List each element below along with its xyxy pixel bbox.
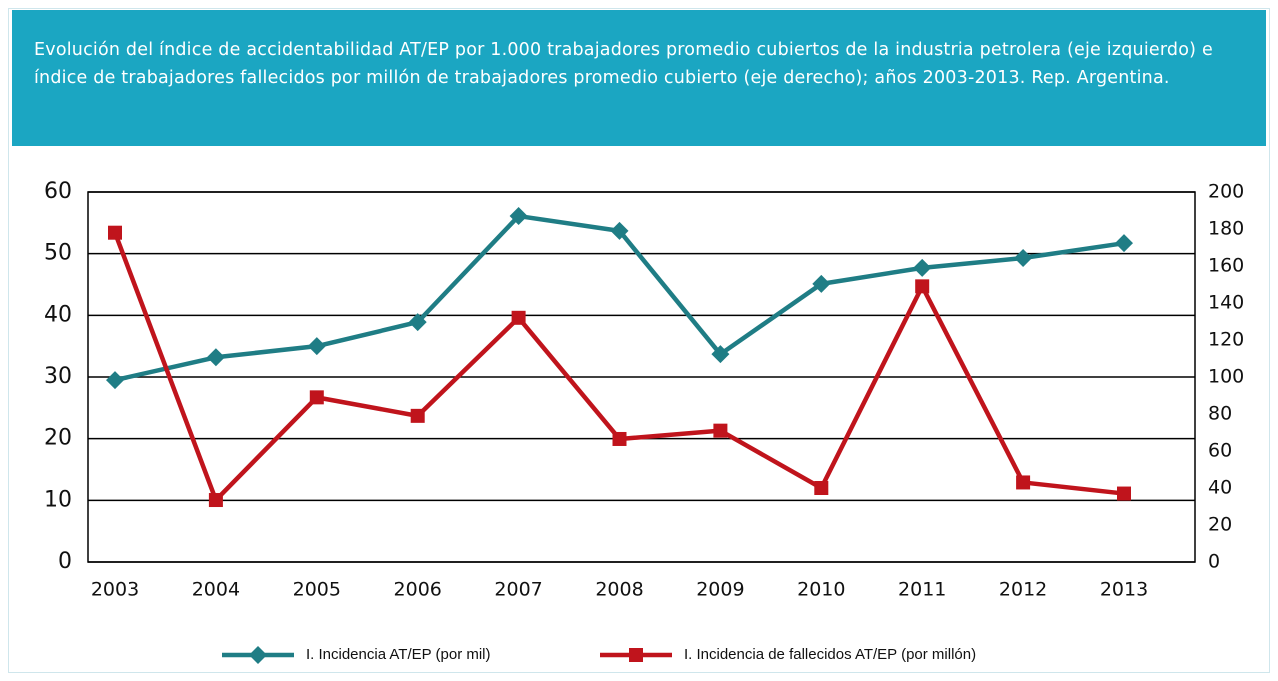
x-tick-label: 2012 — [999, 579, 1047, 601]
y-tick-label: 30 — [44, 364, 72, 389]
marker — [1115, 234, 1133, 253]
legend-label: I. Incidencia de fallecidos AT/EP (por m… — [684, 646, 976, 663]
frame — [8, 8, 1270, 673]
marker — [915, 279, 930, 294]
y2-tick-label: 0 — [1208, 551, 1220, 573]
marker — [108, 225, 122, 240]
x-tick-label: 2011 — [898, 579, 946, 601]
marker — [408, 313, 427, 332]
marker — [913, 258, 932, 277]
marker — [713, 423, 728, 438]
marker — [1016, 475, 1031, 490]
series-line — [114, 213, 1125, 383]
x-tick-label: 2013 — [1100, 579, 1148, 601]
x-tick-label: 2005 — [293, 579, 341, 601]
series-line — [112, 231, 1125, 503]
y2-tick-label: 140 — [1208, 292, 1244, 314]
marker — [410, 408, 425, 423]
legend-marker — [629, 648, 643, 662]
marker — [814, 481, 829, 495]
x-tick-label: 2006 — [394, 579, 442, 601]
legend-marker — [249, 646, 267, 664]
marker — [1014, 248, 1033, 267]
y2-tick-label: 60 — [1208, 440, 1232, 462]
y2-tick-label: 100 — [1208, 366, 1244, 388]
x-tick-label: 2010 — [797, 579, 845, 601]
marker — [711, 345, 730, 364]
marker — [612, 431, 627, 446]
header: Evolución del índice de accidentabilidad… — [12, 10, 1266, 146]
y-tick-label: 40 — [44, 302, 72, 327]
y2-tick-label: 40 — [1208, 477, 1232, 499]
marker — [106, 371, 124, 390]
y2-tick-label: 80 — [1208, 403, 1232, 425]
y-tick-label: 10 — [44, 487, 72, 512]
y2-tick-label: 20 — [1208, 514, 1232, 536]
marker — [208, 493, 223, 508]
marker — [610, 221, 629, 240]
marker — [206, 348, 225, 367]
marker — [511, 310, 526, 325]
x-tick-label: 2008 — [595, 579, 643, 601]
marker — [309, 390, 324, 405]
plot-border — [87, 191, 1196, 563]
y2-tick-label: 160 — [1208, 255, 1244, 277]
marker — [307, 337, 326, 356]
y-tick-label: 20 — [44, 426, 72, 451]
y2-tick-label: 120 — [1208, 329, 1244, 351]
x-tick-label: 2009 — [696, 579, 744, 601]
chart-title: Evolución del índice de accidentabilidad… — [34, 40, 1213, 88]
x-tick-label: 2003 — [91, 579, 139, 601]
x-tick-label: 2007 — [494, 579, 542, 601]
y-tick-label: 60 — [44, 179, 72, 204]
x-tick-label: 2004 — [192, 579, 240, 601]
legend-label: I. Incidencia AT/EP (por mil) — [306, 646, 491, 663]
marker — [1117, 486, 1131, 501]
marker — [812, 274, 831, 293]
y-tick-label: 0 — [58, 549, 72, 574]
marker — [509, 207, 528, 226]
y2-tick-label: 180 — [1208, 218, 1244, 240]
y-tick-label: 50 — [44, 241, 72, 266]
y2-tick-label: 200 — [1208, 181, 1244, 203]
